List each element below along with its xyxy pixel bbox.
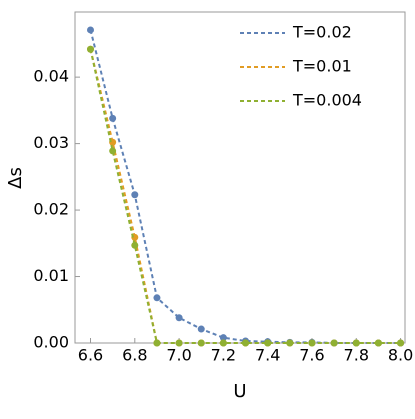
data-point — [109, 147, 117, 155]
data-point — [197, 339, 205, 347]
data-point — [175, 339, 183, 347]
x-tick-label: 8.0 — [388, 346, 413, 365]
x-tick-label: 7.6 — [299, 346, 324, 365]
legend-label: T=0.004 — [292, 91, 362, 110]
y-tick-label: 0.04 — [33, 67, 69, 86]
data-point — [219, 339, 227, 347]
data-point — [175, 314, 183, 322]
data-point — [219, 334, 227, 342]
x-tick-label: 6.6 — [78, 346, 103, 365]
x-tick-label: 7.4 — [255, 346, 280, 365]
x-tick-label: 7.0 — [166, 346, 191, 365]
data-point — [131, 241, 139, 249]
data-point — [87, 26, 95, 34]
y-tick-label: 0.02 — [33, 200, 69, 219]
data-point — [330, 339, 338, 347]
data-point — [286, 339, 294, 347]
x-axis-label: U — [233, 381, 246, 402]
y-axis-label: Δs — [5, 167, 26, 189]
series-line — [89, 49, 401, 344]
x-tick-label: 7.2 — [211, 346, 236, 365]
x-tick-label: 6.8 — [122, 346, 147, 365]
x-tick-label: 7.8 — [344, 346, 369, 365]
data-point — [109, 114, 117, 122]
data-point — [308, 339, 316, 347]
y-tick-label: 0.00 — [33, 333, 69, 352]
series-line — [89, 29, 401, 344]
data-point — [374, 339, 382, 347]
y-tick-label: 0.01 — [33, 266, 69, 285]
legend-label: T=0.02 — [292, 23, 352, 42]
data-point — [397, 339, 405, 347]
plot-frame — [74, 11, 406, 344]
data-point — [242, 339, 250, 347]
y-tick-label: 0.03 — [33, 133, 69, 152]
data-point — [197, 325, 205, 333]
data-point — [264, 339, 272, 347]
data-point — [153, 294, 161, 302]
legend-label: T=0.01 — [292, 57, 352, 76]
data-point — [153, 339, 161, 347]
data-point — [87, 45, 95, 53]
data-point — [352, 339, 360, 347]
data-point — [131, 191, 139, 199]
